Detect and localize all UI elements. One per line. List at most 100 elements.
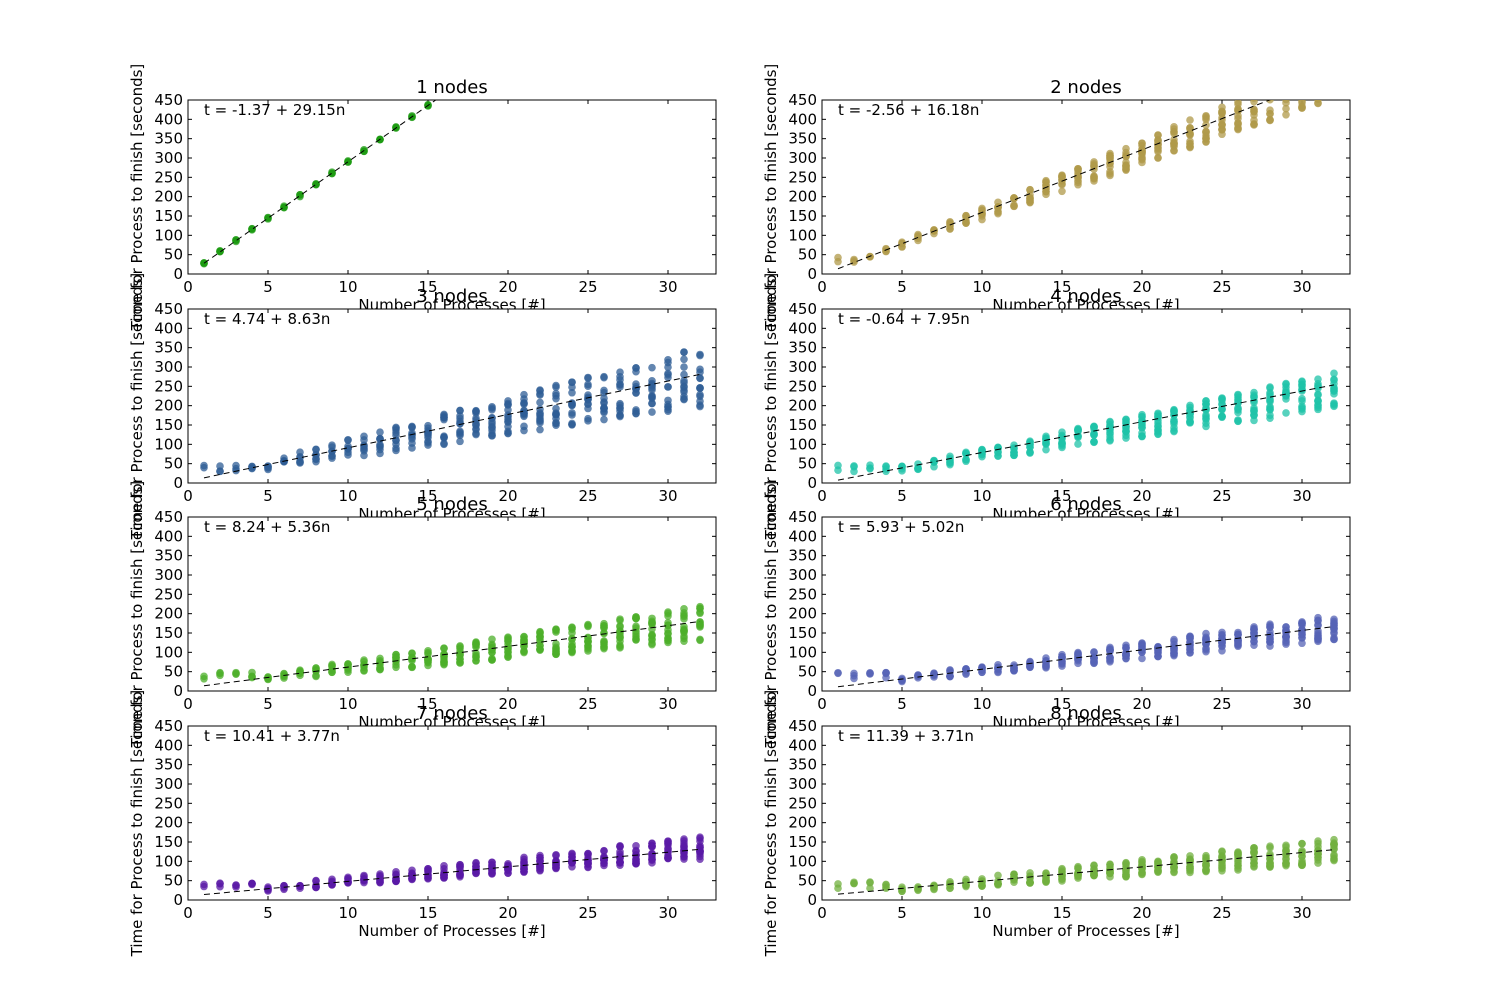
data-point bbox=[552, 381, 560, 390]
axes-frame bbox=[187, 516, 717, 692]
data-point bbox=[1218, 125, 1226, 134]
data-point bbox=[994, 871, 1002, 880]
data-point bbox=[680, 612, 688, 621]
x-tick-label: 10 bbox=[972, 487, 991, 505]
x-tick-label: 0 bbox=[817, 695, 827, 713]
data-point bbox=[616, 842, 624, 850]
data-point bbox=[1330, 384, 1338, 393]
y-tick-label: 300 bbox=[788, 775, 817, 793]
data-point bbox=[1234, 119, 1242, 128]
data-point bbox=[1154, 644, 1162, 653]
data-point bbox=[648, 640, 656, 649]
y-axis-label: Time for Process to finish [seconds] bbox=[128, 481, 146, 749]
data-point bbox=[680, 628, 688, 637]
fit-line bbox=[837, 100, 1271, 270]
x-tick-label: 30 bbox=[658, 278, 677, 296]
data-point bbox=[1106, 860, 1114, 869]
data-point bbox=[962, 665, 970, 673]
data-point bbox=[1282, 87, 1290, 95]
axes-frame bbox=[821, 516, 1351, 692]
x-tick-label: 30 bbox=[658, 904, 677, 922]
data-point bbox=[1202, 114, 1210, 122]
data-point bbox=[376, 442, 384, 450]
data-point bbox=[1010, 194, 1018, 203]
data-point bbox=[1282, 390, 1290, 399]
y-tick-label: 200 bbox=[154, 605, 183, 623]
data-point bbox=[1218, 405, 1226, 413]
data-point bbox=[1298, 92, 1306, 100]
y-tick-label: 350 bbox=[788, 547, 817, 565]
data-point bbox=[930, 458, 938, 467]
data-point bbox=[1186, 116, 1194, 124]
data-point bbox=[520, 422, 528, 431]
data-point bbox=[898, 242, 906, 251]
data-point bbox=[600, 388, 608, 397]
x-tick-label: 25 bbox=[578, 904, 597, 922]
data-point bbox=[946, 672, 954, 681]
y-tick-label: 250 bbox=[154, 585, 183, 603]
axes-frame bbox=[821, 308, 1351, 484]
fit-line bbox=[203, 373, 701, 479]
data-point bbox=[360, 663, 368, 672]
y-tick-label: 0 bbox=[173, 265, 183, 283]
y-tick-label: 300 bbox=[154, 775, 183, 793]
data-point bbox=[1234, 417, 1242, 425]
data-point bbox=[1154, 860, 1162, 868]
data-point bbox=[616, 411, 624, 419]
data-point bbox=[456, 430, 464, 438]
data-point bbox=[1234, 866, 1242, 874]
data-point bbox=[1122, 434, 1130, 442]
data-point bbox=[344, 451, 352, 459]
x-tick-label: 5 bbox=[263, 695, 273, 713]
x-tick-label: 5 bbox=[897, 278, 907, 296]
data-point bbox=[472, 429, 480, 438]
data-point bbox=[866, 465, 874, 473]
data-point bbox=[1234, 100, 1242, 106]
y-tick-label: 300 bbox=[788, 358, 817, 376]
data-point bbox=[536, 387, 544, 395]
fit-equation-label: t = 11.39 + 3.71n bbox=[838, 727, 974, 745]
y-axis-label: Time for Process to finish [seconds] bbox=[128, 64, 146, 332]
data-point bbox=[1106, 152, 1114, 161]
data-point bbox=[600, 847, 608, 855]
data-point bbox=[1170, 420, 1178, 428]
data-point bbox=[696, 602, 704, 611]
data-point bbox=[248, 464, 256, 473]
data-point bbox=[1074, 440, 1082, 448]
data-point bbox=[440, 411, 448, 420]
data-point bbox=[1106, 436, 1114, 444]
data-point bbox=[1330, 635, 1338, 644]
data-point bbox=[1026, 662, 1034, 671]
data-point bbox=[584, 380, 592, 389]
data-point bbox=[834, 253, 842, 262]
x-tick-label: 20 bbox=[498, 695, 517, 713]
data-point bbox=[1042, 445, 1050, 454]
data-point bbox=[392, 868, 400, 876]
y-axis-label: Time for Process to finish [seconds] bbox=[128, 690, 146, 958]
data-point bbox=[1202, 866, 1210, 875]
y-tick-label: 100 bbox=[154, 643, 183, 661]
data-point bbox=[1026, 198, 1034, 206]
data-point bbox=[1154, 154, 1162, 162]
x-tick-label: 15 bbox=[418, 487, 437, 505]
data-point bbox=[312, 672, 320, 681]
data-point bbox=[424, 656, 432, 665]
data-point bbox=[456, 406, 464, 415]
data-point bbox=[1218, 120, 1226, 129]
data-point bbox=[488, 858, 496, 867]
y-axis-label: Time for Process to finish [seconds] bbox=[128, 273, 146, 541]
data-point bbox=[504, 652, 512, 661]
data-point bbox=[232, 236, 240, 245]
data-point bbox=[1138, 410, 1146, 419]
data-point bbox=[1282, 86, 1290, 94]
data-point bbox=[1010, 202, 1018, 210]
data-point bbox=[1138, 870, 1146, 879]
data-point bbox=[1218, 412, 1226, 421]
x-tick-label: 10 bbox=[338, 278, 357, 296]
y-tick-label: 200 bbox=[788, 188, 817, 206]
data-point bbox=[680, 392, 688, 401]
data-point bbox=[882, 668, 890, 677]
data-point bbox=[664, 612, 672, 620]
data-point bbox=[1330, 369, 1338, 378]
data-point bbox=[1266, 90, 1274, 98]
